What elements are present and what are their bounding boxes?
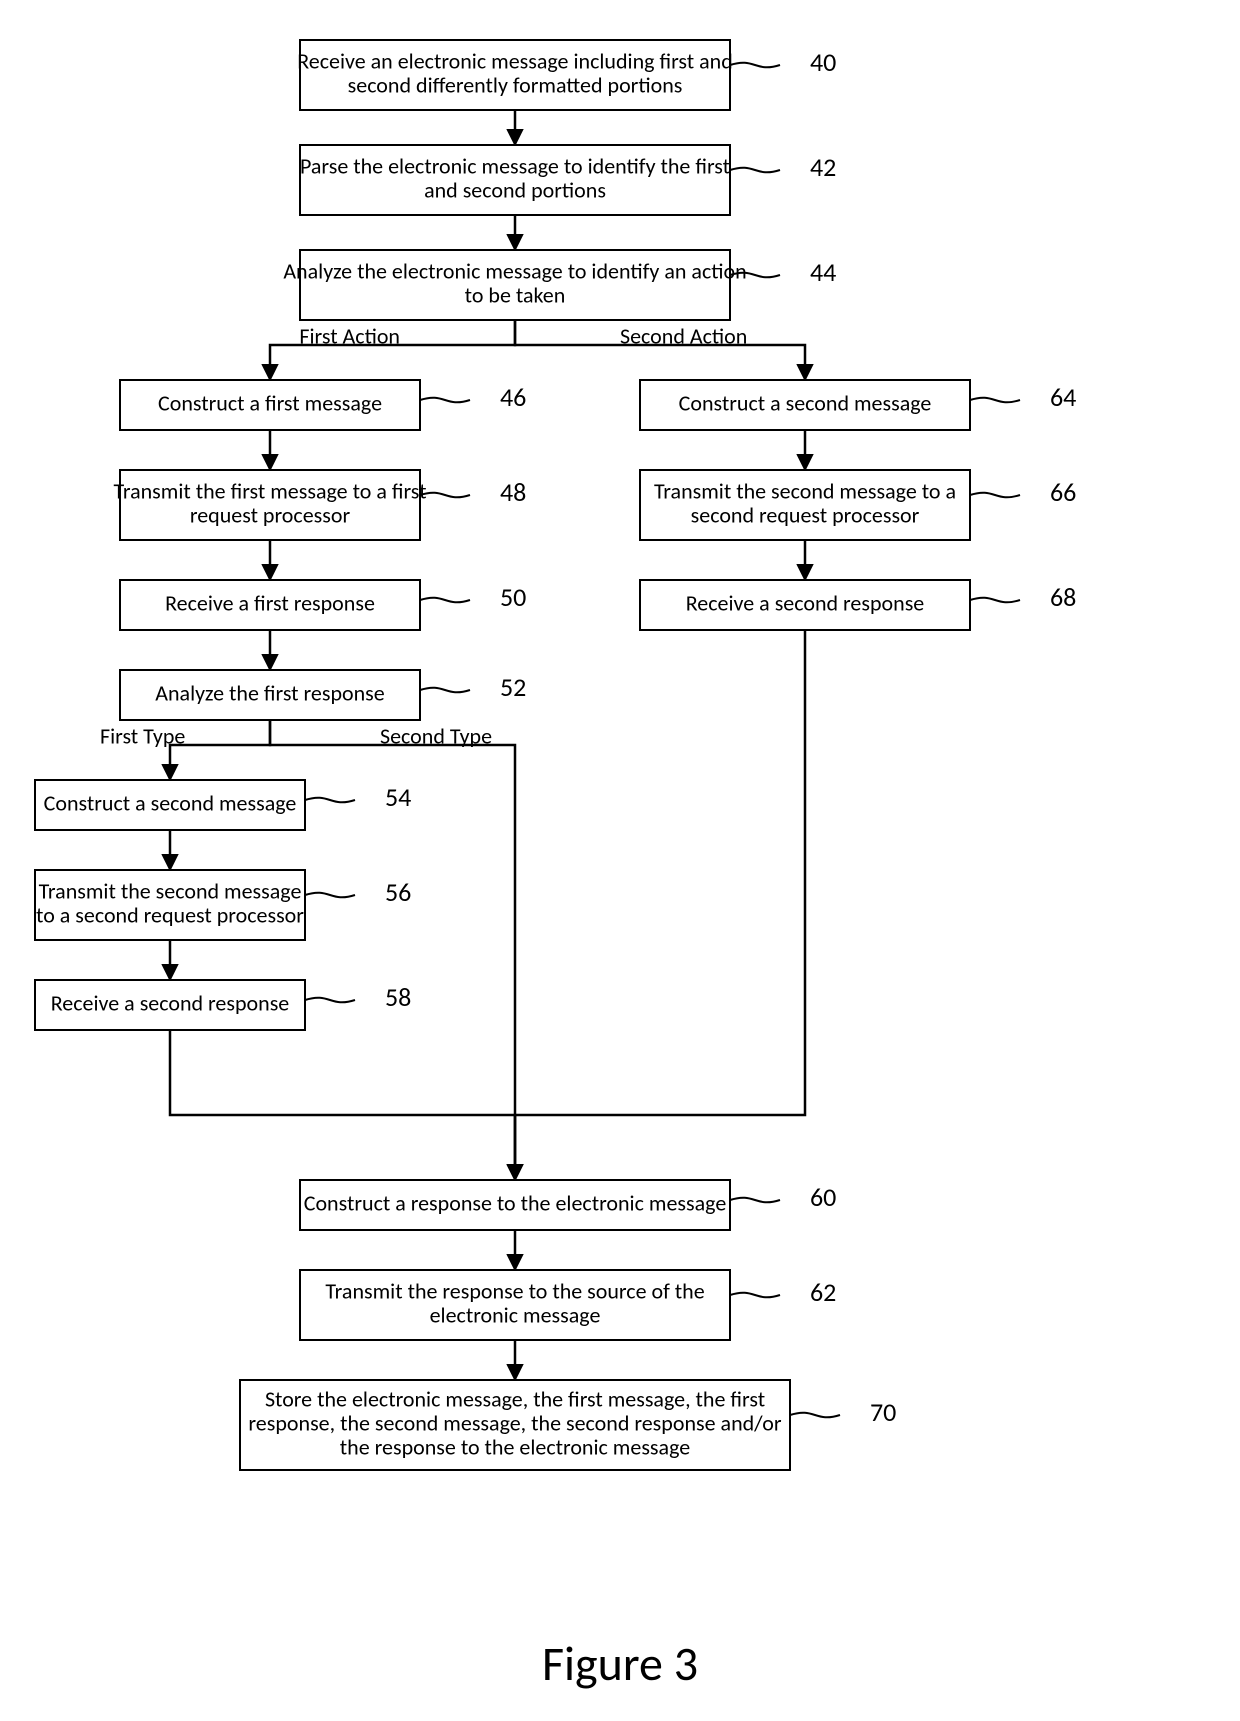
figure-caption: Figure 3 [542, 1634, 698, 1693]
flow-node-text: second request processor [691, 501, 920, 528]
ref-number: 44 [810, 256, 836, 288]
branch-label: First Action [299, 322, 400, 349]
ref-leader [305, 998, 355, 1003]
ref-leader [970, 398, 1020, 403]
flow-node-40: Receive an electronic message including … [297, 40, 836, 110]
flow-node-text: and second portions [424, 176, 606, 203]
flow-node-54: Construct a second message 54 [35, 780, 411, 830]
ref-leader [790, 1413, 840, 1418]
flow-node-text: Construct a first message [158, 389, 382, 416]
flow-node-42: Parse the electronic message to identify… [300, 145, 836, 215]
ref-leader [420, 398, 470, 403]
flow-node-text: Construct a second message [679, 389, 932, 416]
flow-node-text: Parse the electronic message to identify… [300, 152, 730, 179]
flow-edge [170, 1030, 515, 1180]
ref-number: 60 [810, 1181, 836, 1213]
flow-node-text: electronic message [430, 1301, 601, 1328]
flow-node-text: Receive a first response [165, 589, 375, 616]
ref-number: 70 [870, 1396, 896, 1428]
flow-node-70: Store the electronic message, the first … [240, 1380, 896, 1470]
ref-number: 58 [385, 981, 411, 1013]
ref-number: 62 [810, 1276, 836, 1308]
flow-node-text: to be taken [465, 281, 566, 308]
ref-number: 46 [500, 381, 526, 413]
ref-number: 68 [1050, 581, 1076, 613]
flow-node-62: Transmit the response to the source of t… [300, 1270, 836, 1340]
flow-node-text: Transmit the second message [39, 877, 302, 904]
flow-node-48: Transmit the first message to a firstreq… [114, 470, 527, 540]
flow-node-text: Analyze the first response [155, 679, 385, 706]
flow-node-text: request processor [190, 501, 351, 528]
flow-node-50: Receive a first response 50 [120, 580, 526, 630]
ref-number: 52 [500, 671, 526, 703]
branch-label: Second Type [380, 722, 492, 749]
flow-node-text: to a second request processor [36, 901, 304, 928]
flow-node-text: Construct a second message [44, 789, 297, 816]
ref-leader [730, 1198, 780, 1203]
flow-node-text: the response to the electronic message [340, 1433, 690, 1460]
ref-number: 64 [1050, 381, 1076, 413]
branch-label: Second Action [620, 322, 747, 349]
ref-leader [420, 688, 470, 693]
branch-label: First Type [100, 722, 185, 749]
flow-node-text: Analyze the electronic message to identi… [283, 257, 746, 284]
flow-node-52: Analyze the first response 52 [120, 670, 526, 720]
ref-number: 54 [385, 781, 411, 813]
flow-node-text: Receive an electronic message including … [297, 47, 733, 74]
flow-node-text: Transmit the second message to a [654, 477, 956, 504]
flow-node-60: Construct a response to the electronic m… [300, 1180, 836, 1230]
flowchart-canvas: Receive an electronic message including … [0, 0, 1240, 1721]
flow-node-68: Receive a second response 68 [640, 580, 1076, 630]
ref-leader [305, 798, 355, 803]
flow-node-text: Receive a second response [51, 989, 290, 1016]
ref-leader [730, 63, 780, 68]
ref-number: 40 [810, 46, 836, 78]
flow-edge [515, 630, 805, 1180]
flow-node-text: response, the second message, the second… [248, 1409, 781, 1436]
flow-node-text: Transmit the first message to a first [114, 477, 427, 504]
flow-node-56: Transmit the second messageto a second r… [35, 870, 411, 940]
ref-leader [730, 1293, 780, 1298]
ref-number: 42 [810, 151, 836, 183]
flow-node-66: Transmit the second message to asecond r… [640, 470, 1076, 540]
ref-leader [970, 493, 1020, 498]
flow-node-text: Transmit the response to the source of t… [325, 1277, 704, 1304]
flow-node-text: Construct a response to the electronic m… [304, 1189, 727, 1216]
ref-leader [730, 168, 780, 173]
ref-number: 66 [1050, 476, 1076, 508]
flow-node-text: Store the electronic message, the first … [265, 1385, 765, 1412]
flow-node-text: second differently formatted portions [348, 71, 683, 98]
flow-node-58: Receive a second response 58 [35, 980, 411, 1030]
flow-node-text: Receive a second response [686, 589, 925, 616]
ref-number: 50 [500, 581, 526, 613]
ref-leader [970, 598, 1020, 603]
ref-leader [420, 598, 470, 603]
ref-leader [420, 493, 470, 498]
ref-leader [305, 893, 355, 898]
flow-node-46: Construct a first message 46 [120, 380, 526, 430]
flow-node-44: Analyze the electronic message to identi… [283, 250, 836, 320]
flow-node-64: Construct a second message 64 [640, 380, 1076, 430]
ref-number: 56 [385, 876, 411, 908]
ref-number: 48 [500, 476, 526, 508]
